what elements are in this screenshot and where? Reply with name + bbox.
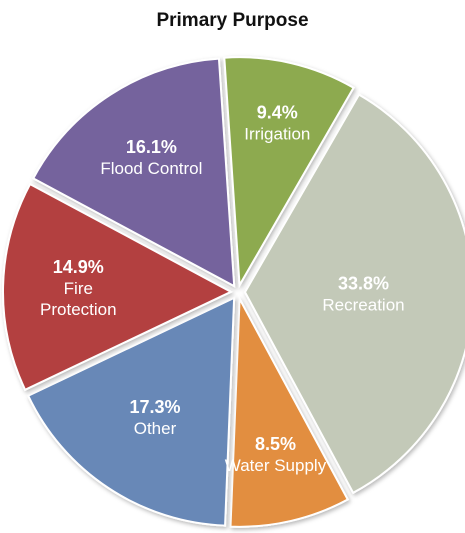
slice-category-label: Fire xyxy=(64,279,93,298)
slice-label-irrigation: 9.4% Irrigation xyxy=(244,103,310,144)
slice-category-label: Flood Control xyxy=(100,159,202,178)
slice-label-fire-protection: 14.9% Fire Protection xyxy=(40,257,117,319)
slice-value-label: 14.9% xyxy=(53,257,104,277)
pie-slice-flood-control xyxy=(31,57,236,288)
slice-label-flood-control: 16.1% Flood Control xyxy=(100,137,202,178)
pie-labels: 33.8% Recreation 8.5% Water Supply 17.3% Othe… xyxy=(40,103,405,475)
slice-category-label: Protection xyxy=(40,300,117,319)
pie-slice-fire-protection xyxy=(2,182,234,392)
slice-value-label: 8.5% xyxy=(255,434,296,454)
pie-slice-water-supply xyxy=(229,295,350,528)
pie-slices xyxy=(2,56,465,528)
slice-value-label: 16.1% xyxy=(126,137,177,157)
slice-category-label: Recreation xyxy=(322,295,404,314)
chart-title: Primary Purpose xyxy=(156,10,309,31)
slice-label-water-supply: 8.5% Water Supply xyxy=(225,434,327,475)
slice-category-label: Water Supply xyxy=(225,456,327,475)
slice-category-label: Irrigation xyxy=(244,125,310,144)
slice-value-label: 17.3% xyxy=(129,397,180,417)
pie-slice-irrigation xyxy=(223,56,355,289)
slice-value-label: 33.8% xyxy=(338,273,389,293)
pie-slice-other xyxy=(26,296,236,527)
slice-label-other: 17.3% Other xyxy=(129,397,180,438)
slice-category-label: Other xyxy=(134,419,177,438)
slice-label-recreation: 33.8% Recreation xyxy=(322,273,404,314)
slice-value-label: 9.4% xyxy=(257,103,298,123)
pie-slice-recreation xyxy=(243,93,465,495)
